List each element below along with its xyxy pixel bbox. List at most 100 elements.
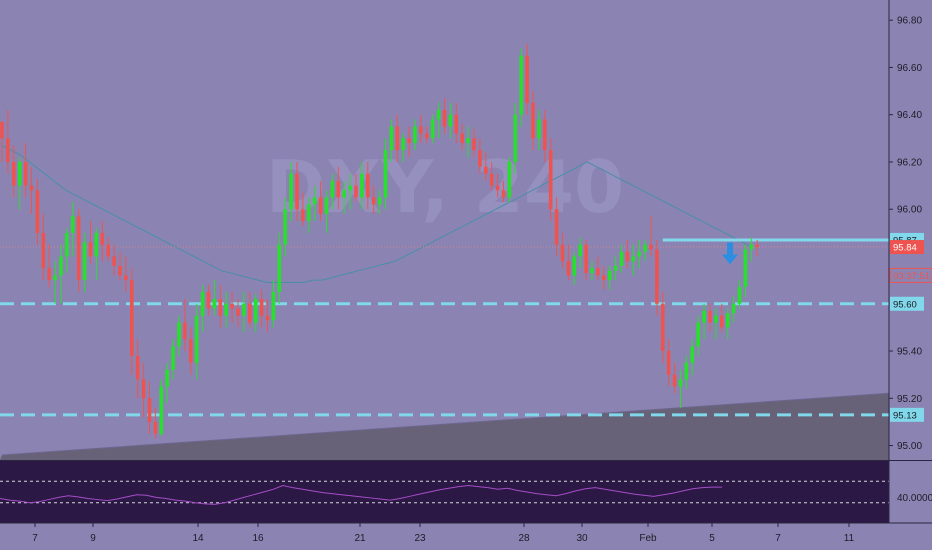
candle [324, 190, 329, 233]
candle-body [242, 303, 246, 316]
candle-body [602, 275, 606, 281]
candle [655, 239, 659, 316]
candle [248, 291, 252, 328]
indicator-pane-background [0, 461, 889, 523]
symbol-watermark: DXY, 240 [266, 145, 624, 229]
candle-body [383, 150, 388, 198]
candle-body [714, 315, 718, 323]
candle-body [560, 244, 565, 262]
candle [678, 369, 683, 408]
candle-body [725, 313, 730, 328]
candle-body [318, 197, 323, 214]
candle-body [360, 173, 364, 198]
candle [619, 244, 624, 274]
candle-body [395, 126, 400, 151]
candle [649, 216, 653, 257]
candle [560, 232, 565, 269]
candle-body [283, 209, 287, 245]
badge-bg [890, 240, 924, 255]
price-tick-label: 96.80 [897, 16, 922, 27]
candle-body [12, 161, 16, 186]
candle-body [643, 244, 647, 252]
badge-bg [890, 296, 924, 311]
candle [749, 237, 754, 262]
candle [466, 126, 470, 158]
candle [318, 180, 323, 222]
candle-body [147, 398, 152, 422]
candle-body [118, 265, 122, 276]
candle-body [65, 232, 69, 257]
badge-label: 95.60 [893, 299, 917, 310]
candle [0, 121, 4, 162]
candle-body [82, 242, 87, 281]
candle [537, 109, 541, 151]
candle [401, 133, 405, 162]
candle [690, 339, 695, 375]
candle-body [489, 173, 494, 186]
candle [165, 362, 169, 404]
candle-body [76, 216, 81, 281]
candle-body [348, 185, 352, 191]
candle [141, 362, 146, 418]
candle-body [708, 310, 712, 323]
candle-body [454, 114, 459, 134]
candle-body [743, 249, 748, 288]
candle-body [259, 299, 264, 316]
candle [47, 244, 51, 288]
candle [189, 327, 193, 375]
candle [88, 221, 93, 264]
candle [265, 299, 270, 333]
candle [743, 244, 748, 297]
badge-label: 95.84 [893, 243, 917, 254]
candle-body [29, 185, 34, 191]
candle-body [236, 308, 240, 316]
time-tick-label: 9 [90, 533, 96, 544]
candle-body [200, 291, 205, 316]
candle [283, 197, 287, 257]
candle [271, 280, 276, 328]
candle [230, 291, 234, 323]
candle [100, 221, 105, 262]
candle-body [460, 133, 464, 144]
candle [17, 157, 22, 210]
candle-body [631, 256, 636, 262]
candle-body [672, 374, 677, 387]
candle-body [183, 322, 187, 340]
candle [519, 48, 523, 127]
candle [596, 256, 600, 281]
candle [755, 239, 759, 257]
candle-body [112, 256, 116, 266]
candle-body [59, 256, 63, 276]
candle-body [678, 379, 683, 387]
candle-body [177, 322, 181, 347]
candle [224, 291, 228, 328]
price-axis-ticks: 96.80 96.60 96.40 96.20 96.00 95.40 95.20 95.00 [889, 16, 922, 452]
candle-body [755, 244, 759, 248]
candle-body [548, 150, 553, 210]
candle [354, 173, 358, 203]
candle [448, 102, 453, 139]
candle-body [47, 268, 51, 281]
candle-body [0, 121, 4, 139]
candle-body [584, 244, 588, 274]
time-axis[interactable] [0, 523, 889, 550]
candle-body [230, 303, 234, 309]
trend-zone-fill [0, 393, 889, 460]
candle-body [590, 268, 594, 274]
candle [737, 280, 742, 309]
price-pane-background [0, 0, 889, 460]
candle [666, 339, 671, 387]
candle-body [578, 244, 582, 257]
candle [566, 244, 571, 281]
candle-body [696, 322, 700, 347]
candle-body [124, 275, 128, 281]
candle [53, 261, 57, 304]
candle [442, 98, 447, 134]
candle [525, 43, 529, 115]
candle [253, 294, 258, 333]
candle-body [619, 251, 624, 266]
candle-body [566, 261, 571, 276]
candle [171, 339, 175, 380]
